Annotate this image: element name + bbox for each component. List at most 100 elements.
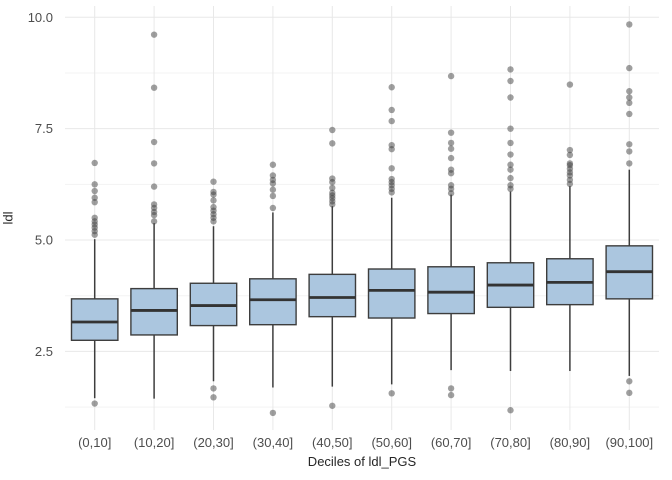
outlier-dot — [566, 160, 574, 167]
outlier-dot — [447, 145, 455, 152]
outlier-dot — [91, 159, 98, 167]
outlier-dot — [626, 148, 633, 155]
x-tick-label: (30,40] — [253, 435, 293, 450]
outlier-dot — [388, 165, 395, 172]
outlier-dot — [388, 141, 395, 149]
outlier-dot — [447, 129, 455, 136]
outlier-dot — [507, 166, 514, 173]
outlier-dot — [507, 407, 514, 414]
outlier-dot — [626, 389, 633, 397]
outlier-dot — [507, 139, 514, 147]
outlier-dot — [329, 175, 336, 182]
outlier-dot — [91, 198, 98, 206]
outlier-dot — [447, 139, 455, 147]
outlier-dot — [150, 31, 158, 38]
outlier-dot — [150, 183, 158, 190]
box-iqr — [248, 278, 297, 326]
outlier-dot — [566, 146, 574, 154]
box-iqr — [427, 266, 475, 315]
outlier-dot — [210, 178, 217, 185]
x-tick-label: (90,100] — [605, 435, 653, 450]
outlier-dot — [269, 161, 277, 168]
outlier-dot — [507, 94, 514, 101]
outlier-dot — [329, 140, 336, 147]
outlier-dot — [507, 77, 514, 85]
outlier-dot — [269, 204, 277, 212]
outlier-dot — [210, 385, 217, 392]
outlier-dot — [626, 64, 633, 72]
outlier-dot — [626, 110, 633, 118]
outlier-dot — [210, 394, 217, 401]
outlier-dot — [150, 138, 158, 146]
outlier-dot — [388, 106, 395, 114]
y-tick-label: 10.0 — [28, 10, 53, 25]
outlier-dot — [329, 189, 336, 197]
outlier-dot — [210, 197, 217, 204]
outlier-dot — [150, 84, 158, 91]
outlier-dot — [269, 172, 277, 179]
outlier-dot — [329, 402, 336, 409]
outlier-dot — [329, 126, 336, 134]
box-iqr — [70, 298, 119, 341]
outlier-dot — [507, 66, 514, 73]
outlier-dot — [626, 160, 633, 167]
outlier-dot — [507, 125, 514, 132]
box-iqr — [308, 273, 357, 318]
outlier-dot — [269, 176, 277, 184]
y-tick-label: 5.0 — [35, 233, 53, 248]
outlier-dot — [150, 218, 158, 225]
outlier-dot — [210, 188, 217, 196]
outlier-dot — [447, 154, 455, 162]
x-tick-label: (80,90] — [550, 435, 590, 450]
outlier-dot — [507, 161, 514, 168]
y-tick-label: 7.5 — [35, 121, 53, 136]
y-axis-title: ldl — [0, 211, 16, 225]
outlier-dot — [626, 94, 633, 101]
outlier-dot — [91, 214, 98, 221]
outlier-dot — [626, 378, 633, 385]
outlier-dot — [626, 141, 633, 148]
outlier-dot — [447, 166, 455, 173]
outlier-dot — [210, 203, 217, 211]
x-axis-title: Deciles of ldl_PGS — [307, 454, 417, 469]
outlier-dot — [566, 151, 574, 159]
box-iqr — [367, 268, 416, 319]
outlier-dot — [447, 391, 455, 399]
x-tick-label: (0,10] — [78, 435, 111, 450]
outlier-dot — [447, 72, 455, 80]
outlier-dot — [566, 176, 574, 184]
outlier-dot — [507, 182, 514, 189]
outlier-dot — [388, 390, 395, 397]
outlier-dot — [388, 175, 395, 183]
outlier-dot — [388, 117, 395, 125]
x-tick-label: (60,70] — [431, 435, 471, 450]
outlier-dot — [388, 84, 395, 91]
outlier-dot — [91, 400, 98, 407]
outlier-dot — [447, 385, 455, 392]
outlier-dot — [507, 174, 514, 182]
outlier-dot — [91, 187, 98, 195]
outlier-dot — [269, 409, 277, 417]
outlier-dot — [91, 181, 98, 188]
outlier-dot — [150, 201, 158, 208]
outlier-dot — [447, 182, 455, 189]
outlier-dot — [626, 88, 633, 95]
outlier-dot — [269, 192, 277, 200]
x-tick-label: (40,50] — [312, 435, 352, 450]
outlier-dot — [269, 186, 277, 193]
outlier-dot — [507, 151, 514, 158]
outlier-dot — [447, 190, 455, 197]
outlier-dot — [626, 21, 633, 28]
x-tick-label: (50,60] — [371, 435, 411, 450]
outlier-dot — [91, 194, 98, 201]
outlier-dot — [626, 99, 633, 107]
x-tick-label: (70,80] — [490, 435, 530, 450]
x-tick-label: (10,20] — [134, 435, 174, 450]
y-tick-label: 2.5 — [35, 344, 53, 359]
outlier-dot — [566, 81, 574, 88]
x-tick-label: (20,30] — [193, 435, 233, 450]
outlier-dot — [150, 160, 158, 167]
outlier-dot — [329, 184, 336, 192]
